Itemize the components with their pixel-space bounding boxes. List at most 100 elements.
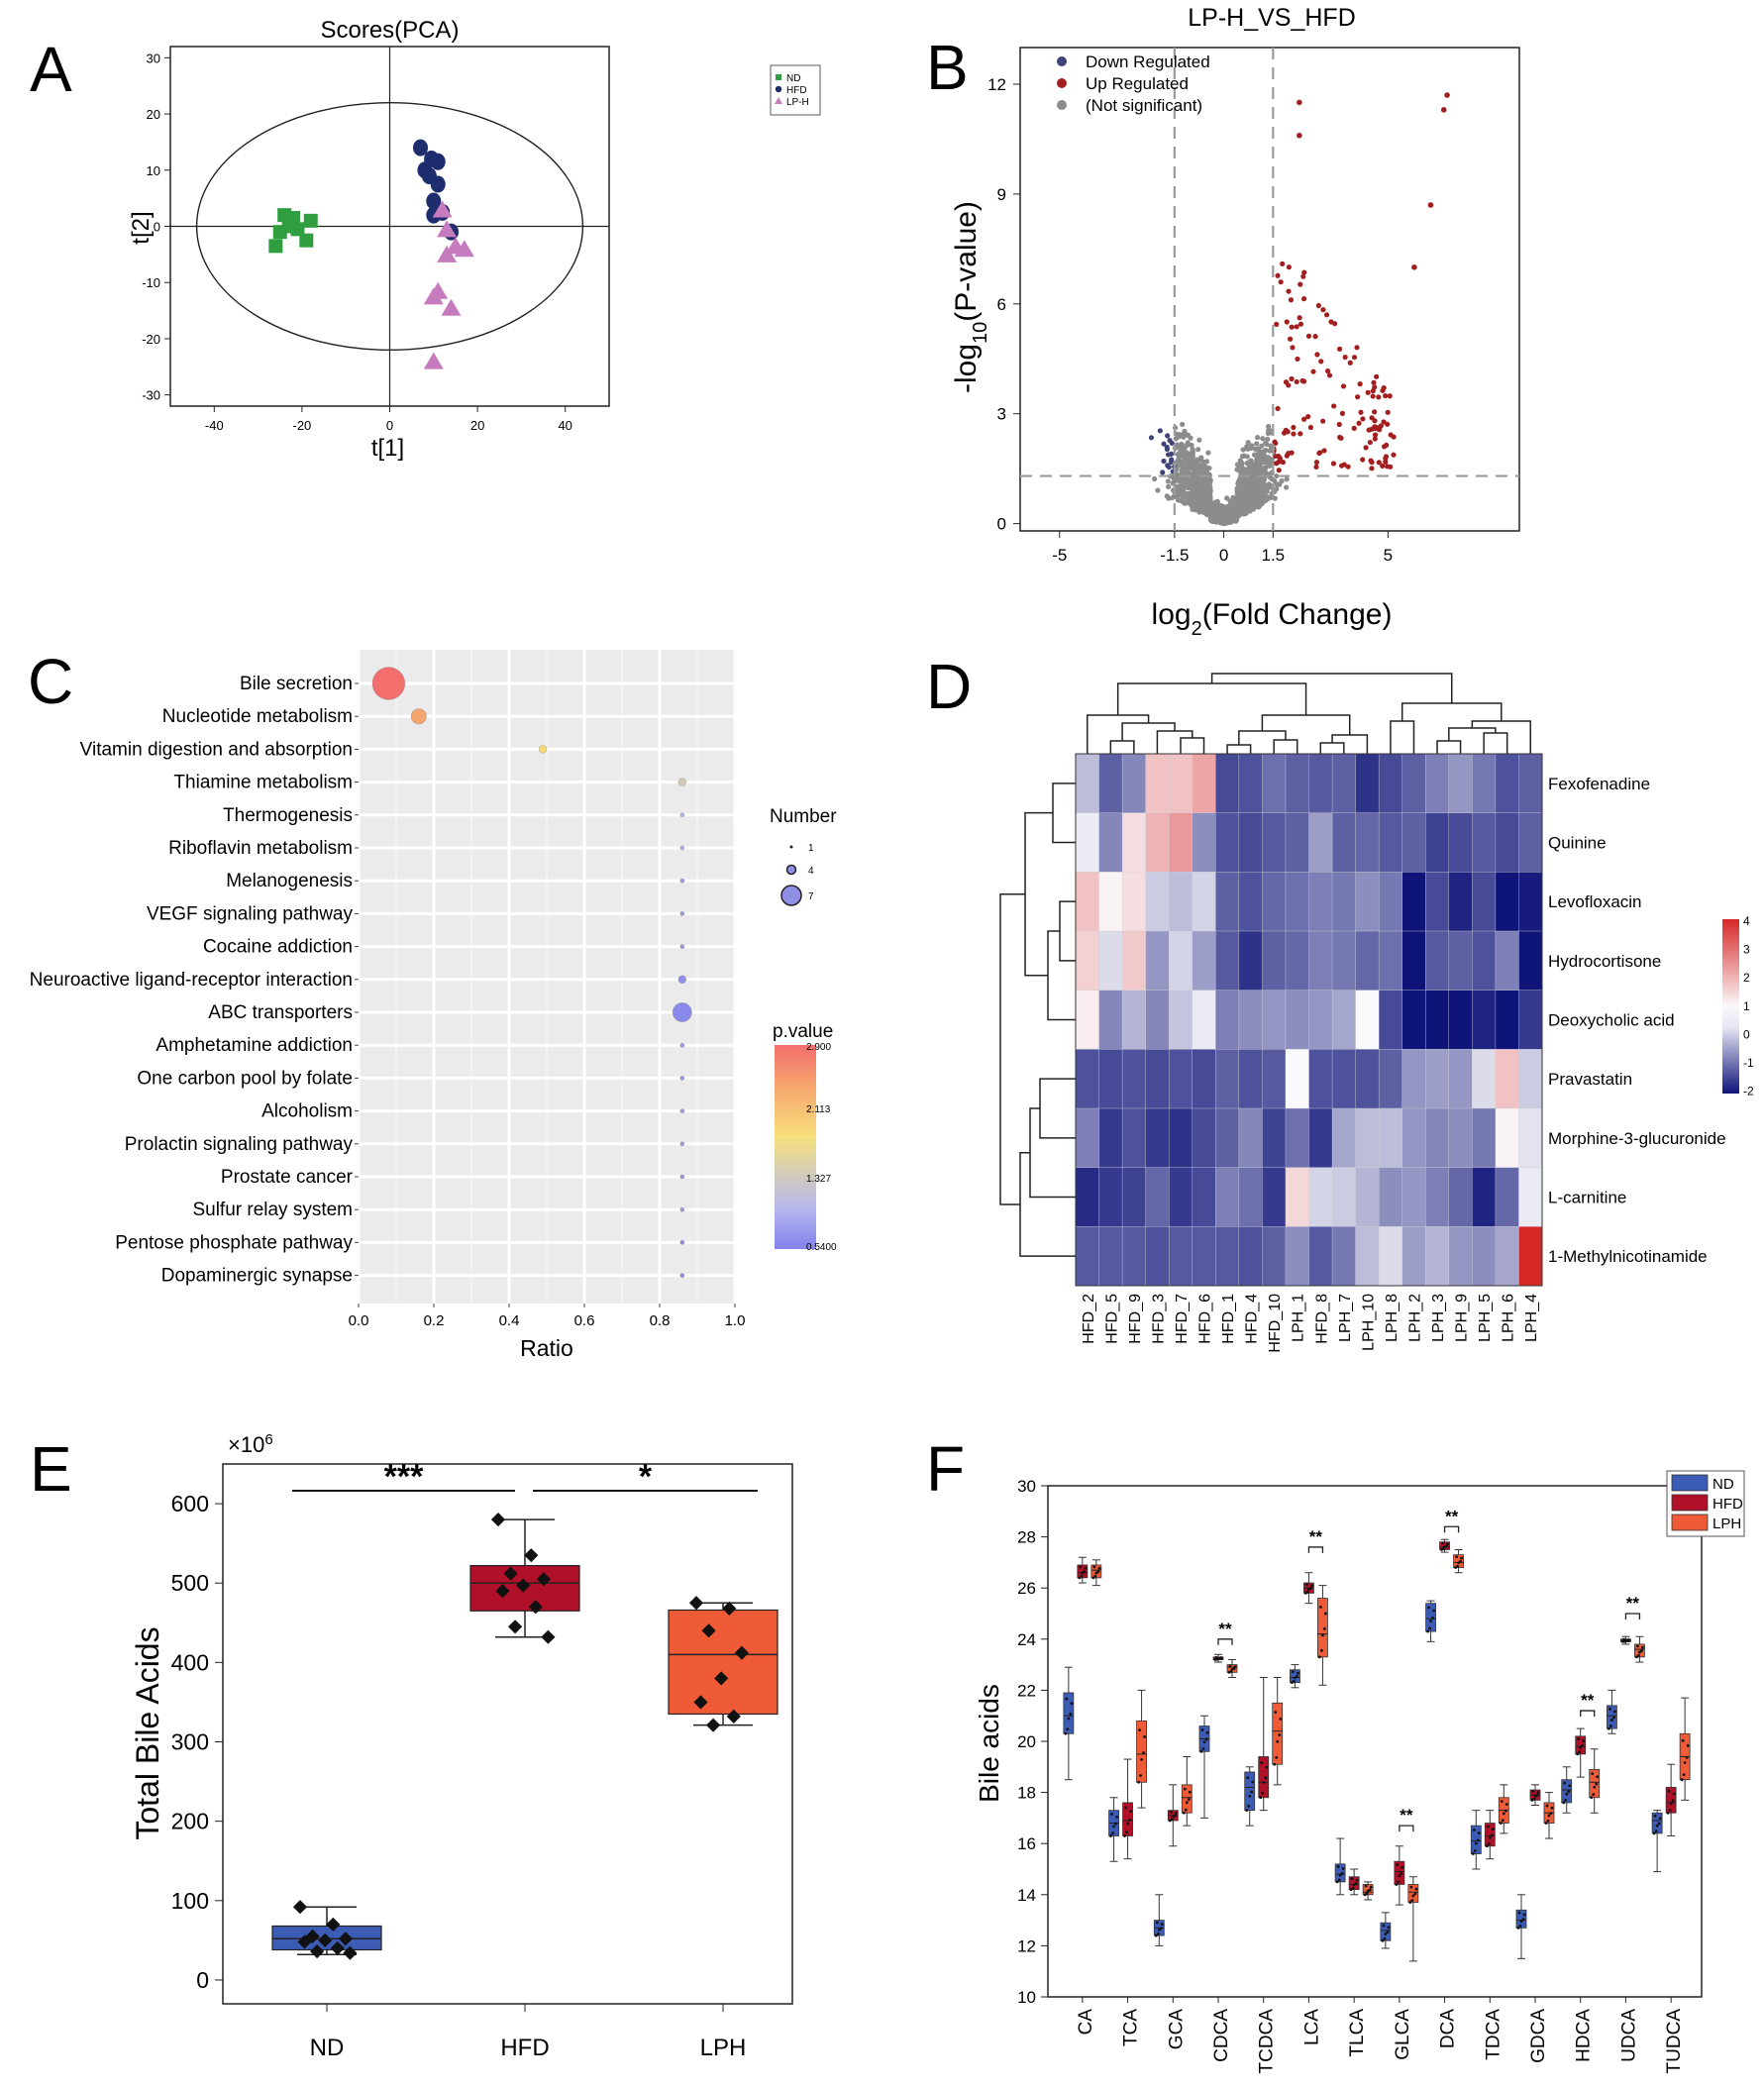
up-regulated-point: [1300, 296, 1307, 302]
data-point: [1578, 1750, 1582, 1754]
heatmap-cell: [1355, 812, 1380, 873]
up-regulated-point: [1370, 388, 1376, 394]
heatmap-cell: [1098, 872, 1123, 932]
legend-label: ND: [1712, 1476, 1734, 1493]
data-point: [1138, 1728, 1141, 1732]
column-dendrogram: [999, 673, 1531, 1257]
heatmap-cell: [1285, 1107, 1309, 1169]
not-significant-point: [1279, 477, 1285, 484]
data-point: [1369, 1885, 1373, 1889]
data-point: [1549, 1812, 1553, 1816]
panel-label-c: C: [28, 646, 73, 717]
heatmap-cell: [1331, 812, 1357, 873]
data-point: [734, 1645, 749, 1660]
data-point: [1324, 1612, 1327, 1616]
box-hfd: [1394, 1860, 1405, 1885]
data-point: [1261, 1791, 1265, 1795]
data-point: [1154, 1933, 1158, 1937]
heatmap-cell: [1378, 990, 1403, 1050]
x-tick-label: HDCA: [1574, 2009, 1595, 2062]
x-tick-label: -5: [1052, 546, 1067, 565]
pathway-label: One carbon pool by folate: [137, 1068, 353, 1089]
data-point: [1199, 1749, 1203, 1753]
up-regulated-point: [1365, 389, 1371, 395]
heatmap-cell: [1308, 990, 1333, 1050]
heatmap-row-label: L-carnitine: [1548, 1189, 1626, 1207]
data-point: [1445, 1544, 1448, 1548]
pathway-label: Neuroactive ligand-receptor interaction: [30, 970, 353, 991]
significance-label: **: [1626, 1594, 1640, 1613]
not-significant-point: [1246, 484, 1252, 490]
pathway-bubble: [679, 1174, 685, 1180]
data-point: [1229, 1670, 1233, 1673]
heatmap-cell: [1355, 872, 1380, 932]
heatmap-cell: [1121, 812, 1147, 873]
heatmap-cell: [1448, 930, 1473, 992]
data-point: [1128, 1818, 1131, 1822]
data-point: [1413, 1892, 1417, 1896]
up-regulated-point: [1354, 345, 1360, 351]
colorbar-tick-label: 2: [1743, 971, 1750, 985]
pathway-bubble: [371, 667, 406, 700]
heatmap-cell: [1192, 1049, 1216, 1109]
significance-bracket: [1307, 1546, 1324, 1553]
up-regulated-point: [1366, 427, 1372, 433]
heatmap-cell: [1238, 872, 1263, 932]
data-point: [1245, 1809, 1249, 1813]
data-point: [1532, 1797, 1536, 1801]
not-significant-point: [1180, 421, 1186, 428]
y-tick-label: 0: [154, 220, 160, 235]
not-significant-point: [1193, 498, 1198, 504]
up-regulated-point: [1288, 297, 1295, 303]
panel-label-e: E: [30, 1433, 72, 1505]
heatmap-cell: [1215, 1226, 1240, 1287]
data-point: [1183, 1787, 1187, 1791]
heatmap-column-label: LPH_8: [1384, 1294, 1401, 1342]
heatmap-cell: [1238, 1226, 1263, 1287]
heatmap-cell: [1215, 753, 1240, 814]
down-regulated-point: [1164, 444, 1170, 451]
not-significant-point: [1202, 509, 1209, 515]
data-point: [1323, 1626, 1326, 1630]
heatmap-cell: [1262, 930, 1287, 992]
significance-label: **: [1218, 1620, 1232, 1638]
pathway-bubble: [679, 1240, 685, 1245]
up-regulated-point: [1286, 382, 1292, 388]
data-point: [1667, 1789, 1671, 1793]
not-significant-point: [1269, 457, 1275, 463]
panel-f-bile-acids: 30 28 26 24 22 20 18 16 14 12 10 Bile acids CA TCA GCA…: [974, 1470, 1745, 2073]
dendrogram-branch: [1261, 714, 1351, 735]
data-point: [1084, 1566, 1088, 1570]
data-point: [1306, 1590, 1309, 1594]
not-significant-point: [1272, 477, 1278, 484]
heatmap-cell: [1121, 753, 1147, 814]
data-point: [1093, 1575, 1097, 1578]
not-significant-point: [1259, 479, 1265, 486]
heatmap-column-label: HFD_8: [1313, 1294, 1330, 1344]
colorbar-tick-label: 4: [1743, 914, 1750, 928]
data-point: [1459, 1559, 1462, 1563]
heatmap-cell: [1238, 930, 1263, 992]
heatmap-row-label: 1-Methylnicotinamide: [1548, 1247, 1708, 1266]
data-point: [536, 1572, 551, 1587]
panel-d-heatmap: Fexofenadine Quinine Levofloxacin Hydrocort…: [999, 673, 1754, 1353]
y-tick-label: 24: [1017, 1630, 1036, 1649]
not-significant-point: [1193, 468, 1198, 473]
pathway-bubble: [677, 778, 686, 786]
panel-label-d: D: [926, 651, 972, 722]
x-tick-label: 5: [1384, 546, 1393, 565]
data-point: [1491, 1828, 1495, 1830]
y-tick-label: 9: [997, 185, 1006, 204]
not-significant-point: [1263, 495, 1269, 501]
data-point: [1081, 1571, 1085, 1575]
heatmap-cell: [1215, 1107, 1240, 1169]
data-point: [1070, 1702, 1074, 1706]
not-significant-point: [1196, 437, 1202, 443]
heatmap-cell: [1075, 1226, 1100, 1287]
up-regulated-point: [1360, 457, 1366, 463]
heatmap-column-label: LPH_7: [1337, 1294, 1354, 1342]
heatmap-cell: [1518, 812, 1543, 873]
x-tick-label: LCA: [1301, 2009, 1322, 2045]
not-significant-point: [1257, 451, 1263, 458]
data-point: [1184, 1808, 1188, 1812]
